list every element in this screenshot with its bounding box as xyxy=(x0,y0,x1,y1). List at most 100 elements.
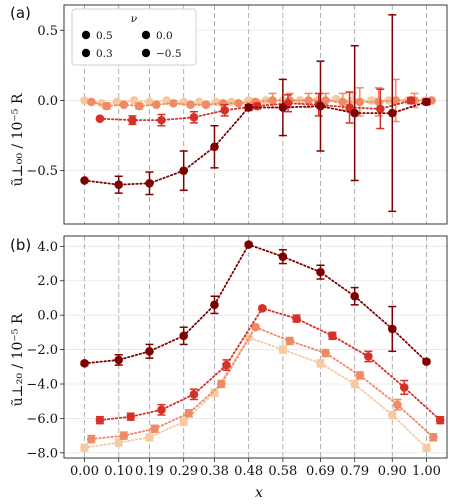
panel-b-series-nu-minus-0.5-point xyxy=(80,359,89,368)
panel-a-series-nu-0.3-point xyxy=(391,96,401,105)
legend-marker-nu-0.3 xyxy=(81,48,91,58)
panel-b-series-nu-0.0-point xyxy=(328,331,337,341)
panel-b-series-nu-0.5-point xyxy=(114,438,124,447)
panel-b-frame xyxy=(63,235,448,459)
panel-a: 0.5 0.0 −0.5 xyxy=(26,4,448,225)
panel-a-series-nu-0.5-point xyxy=(162,96,171,105)
panel-a-label: (a) xyxy=(10,4,31,22)
panel-b-series-nu-0.0-point xyxy=(222,360,231,370)
legend-marker-nu-0.5 xyxy=(81,30,91,40)
panel-a-series-nu-0.0-point xyxy=(220,105,230,115)
panel-b-y-tick-label: 2.0 xyxy=(37,274,58,289)
x-tick-label: 0.19 xyxy=(135,464,164,479)
panel-b-series-nu-0.5-point xyxy=(278,345,288,354)
panel-b-series-nu-minus-0.5-point xyxy=(387,324,397,334)
panel-a-series-nu-0.0-point xyxy=(189,113,199,122)
panel-b: 4.0 2.0 0.0 −2.0 −4.0 −6.0 −8.0 0.00 0.10 0.19 0.2… xyxy=(26,235,448,479)
panel-a-series-nu-0.0-point xyxy=(252,101,262,111)
panel-a-series-nu-0.3-point xyxy=(321,96,330,105)
x-tick-label: 0.69 xyxy=(306,464,335,479)
panel-b-series-nu-0.0-point xyxy=(157,405,166,415)
panel-b-series-nu-0.0-point xyxy=(189,390,199,399)
panel-a-series-nu-0.3-point xyxy=(87,97,96,107)
panel-b-y-tick-label: −4.0 xyxy=(26,378,58,393)
panel-b-series-nu-0.5-point xyxy=(179,417,188,427)
panel-a-series-nu-0.0-point xyxy=(95,114,105,124)
panel-b-series-nu-minus-0.5-point xyxy=(145,347,154,356)
panel-b-series-nu-minus-0.5-point xyxy=(316,267,325,277)
panel-b-series-nu-0.5-line xyxy=(83,336,428,449)
panel-a-series-nu-0.3-point xyxy=(134,101,144,111)
panel-a-series-nu-minus-0.5-point xyxy=(278,103,288,112)
panel-a-y-tick-label: 0.0 xyxy=(37,94,58,109)
panel-a-series-nu-0.0-point xyxy=(128,115,137,125)
panel-b-series-nu-0.0-point xyxy=(126,412,135,421)
panel-a-series-nu-0.0-point xyxy=(376,104,385,114)
panel-b-series-nu-minus-0.5-point xyxy=(244,240,253,249)
legend: ν 0.5 0.3 0.0 −0.5 xyxy=(71,8,197,66)
panel-b-series-nu-0.5-point xyxy=(350,379,359,389)
panel-b-series-nu-0.3-point xyxy=(184,408,194,418)
panel-b-series-nu-minus-0.5-point xyxy=(350,291,359,301)
panel-b-y-tick-label: −2.0 xyxy=(26,343,58,358)
panel-a-series-nu-0.5-point xyxy=(112,97,122,107)
panel-a-series-nu-0.5-point xyxy=(80,96,89,105)
x-tick-label: 1.00 xyxy=(412,464,441,479)
panel-b-series-nu-0.3-point xyxy=(251,322,260,332)
legend-label-nu-0.5: 0.5 xyxy=(96,30,113,42)
panel-b-y-axis-label: ũ⊥₂₀ / 10⁻⁵ R xyxy=(10,313,26,406)
x-tick-label: 0.29 xyxy=(169,464,198,479)
panel-b-y-tick-label: −8.0 xyxy=(26,446,58,461)
panel-b-series-nu-0.3-point xyxy=(429,433,438,442)
panel-b-series-nu-0.5-point xyxy=(422,443,431,452)
panel-a-series-nu-minus-0.5-point xyxy=(422,97,431,107)
x-tick-label: 0.00 xyxy=(70,464,99,479)
legend-label-nu-0.3: 0.3 xyxy=(96,48,113,60)
panel-a-series-nu-0.0-point xyxy=(406,96,416,105)
panel-b-series-nu-minus-0.5-point xyxy=(210,300,219,310)
panel-b-series-nu-0.3-point xyxy=(285,336,294,346)
x-axis-label: x xyxy=(255,485,263,501)
panel-a-series-nu-minus-0.5-point xyxy=(114,180,124,189)
x-tick-label: 0.48 xyxy=(234,464,263,479)
panel-b-series-nu-0.3-point xyxy=(217,379,226,389)
panel-a-series-nu-0.5-point xyxy=(227,97,236,107)
panel-a-series-nu-minus-0.5-point xyxy=(210,142,219,152)
panel-a-series-nu-0.3-point xyxy=(355,97,365,107)
panel-a-y-axis-label: ũ⊥₀₀ / 10⁻⁵ R xyxy=(10,93,26,186)
panel-b-series-nu-0.5-point xyxy=(80,443,89,452)
panel-b-series-nu-0.3-point xyxy=(393,400,402,409)
panel-a-series-nu-0.5-point xyxy=(194,97,204,107)
panel-a-series-nu-minus-0.5-point xyxy=(316,101,325,111)
x-tick-label: 0.38 xyxy=(200,464,229,479)
panel-a-series-nu-minus-0.5-point xyxy=(145,178,154,188)
panel-a-series-nu-0.3-point xyxy=(304,96,313,105)
panel-a-series-nu-0.3-point xyxy=(119,100,129,109)
panel-b-series-nu-0.3-point xyxy=(87,434,96,444)
panel-b-series-nu-0.5-point xyxy=(387,410,397,420)
panel-a-series-nu-minus-0.5-point xyxy=(179,166,188,175)
panel-a-series-nu-minus-0.5-point xyxy=(387,108,397,118)
panel-a-series-nu-0.3-point xyxy=(268,96,277,105)
panel-b-y-tick-label: 4.0 xyxy=(37,240,58,255)
x-tick-label: 0.58 xyxy=(268,464,297,479)
panel-b-y-tick-label: 0.0 xyxy=(37,309,58,324)
panel-a-series-nu-minus-0.5-point xyxy=(350,108,359,118)
x-tick-label: 0.79 xyxy=(340,464,369,479)
legend-marker-nu-0.0 xyxy=(141,30,151,40)
x-tick-label: 0.10 xyxy=(104,464,133,479)
panel-a-series-nu-0.3-point xyxy=(338,97,348,107)
panel-a-series-nu-0.5-point xyxy=(384,96,394,105)
panel-b-series-nu-0.5-point xyxy=(145,433,154,442)
panel-a-series-nu-0.3-point xyxy=(201,100,211,109)
panel-b-y-tick-label: −6.0 xyxy=(26,412,58,427)
panel-b-series-nu-0.0-point xyxy=(364,352,373,361)
panel-a-series-nu-minus-0.5-point xyxy=(244,103,253,112)
legend-title: ν xyxy=(131,13,138,25)
panel-b-series-nu-0.3-point xyxy=(355,371,365,380)
panel-a-series-nu-0.0-point xyxy=(345,103,354,112)
panel-a-y-tick-label: 0.5 xyxy=(37,24,58,39)
panel-b-series-nu-0.5-point xyxy=(210,388,219,397)
panel-a-series-nu-0.3-point xyxy=(234,98,243,108)
